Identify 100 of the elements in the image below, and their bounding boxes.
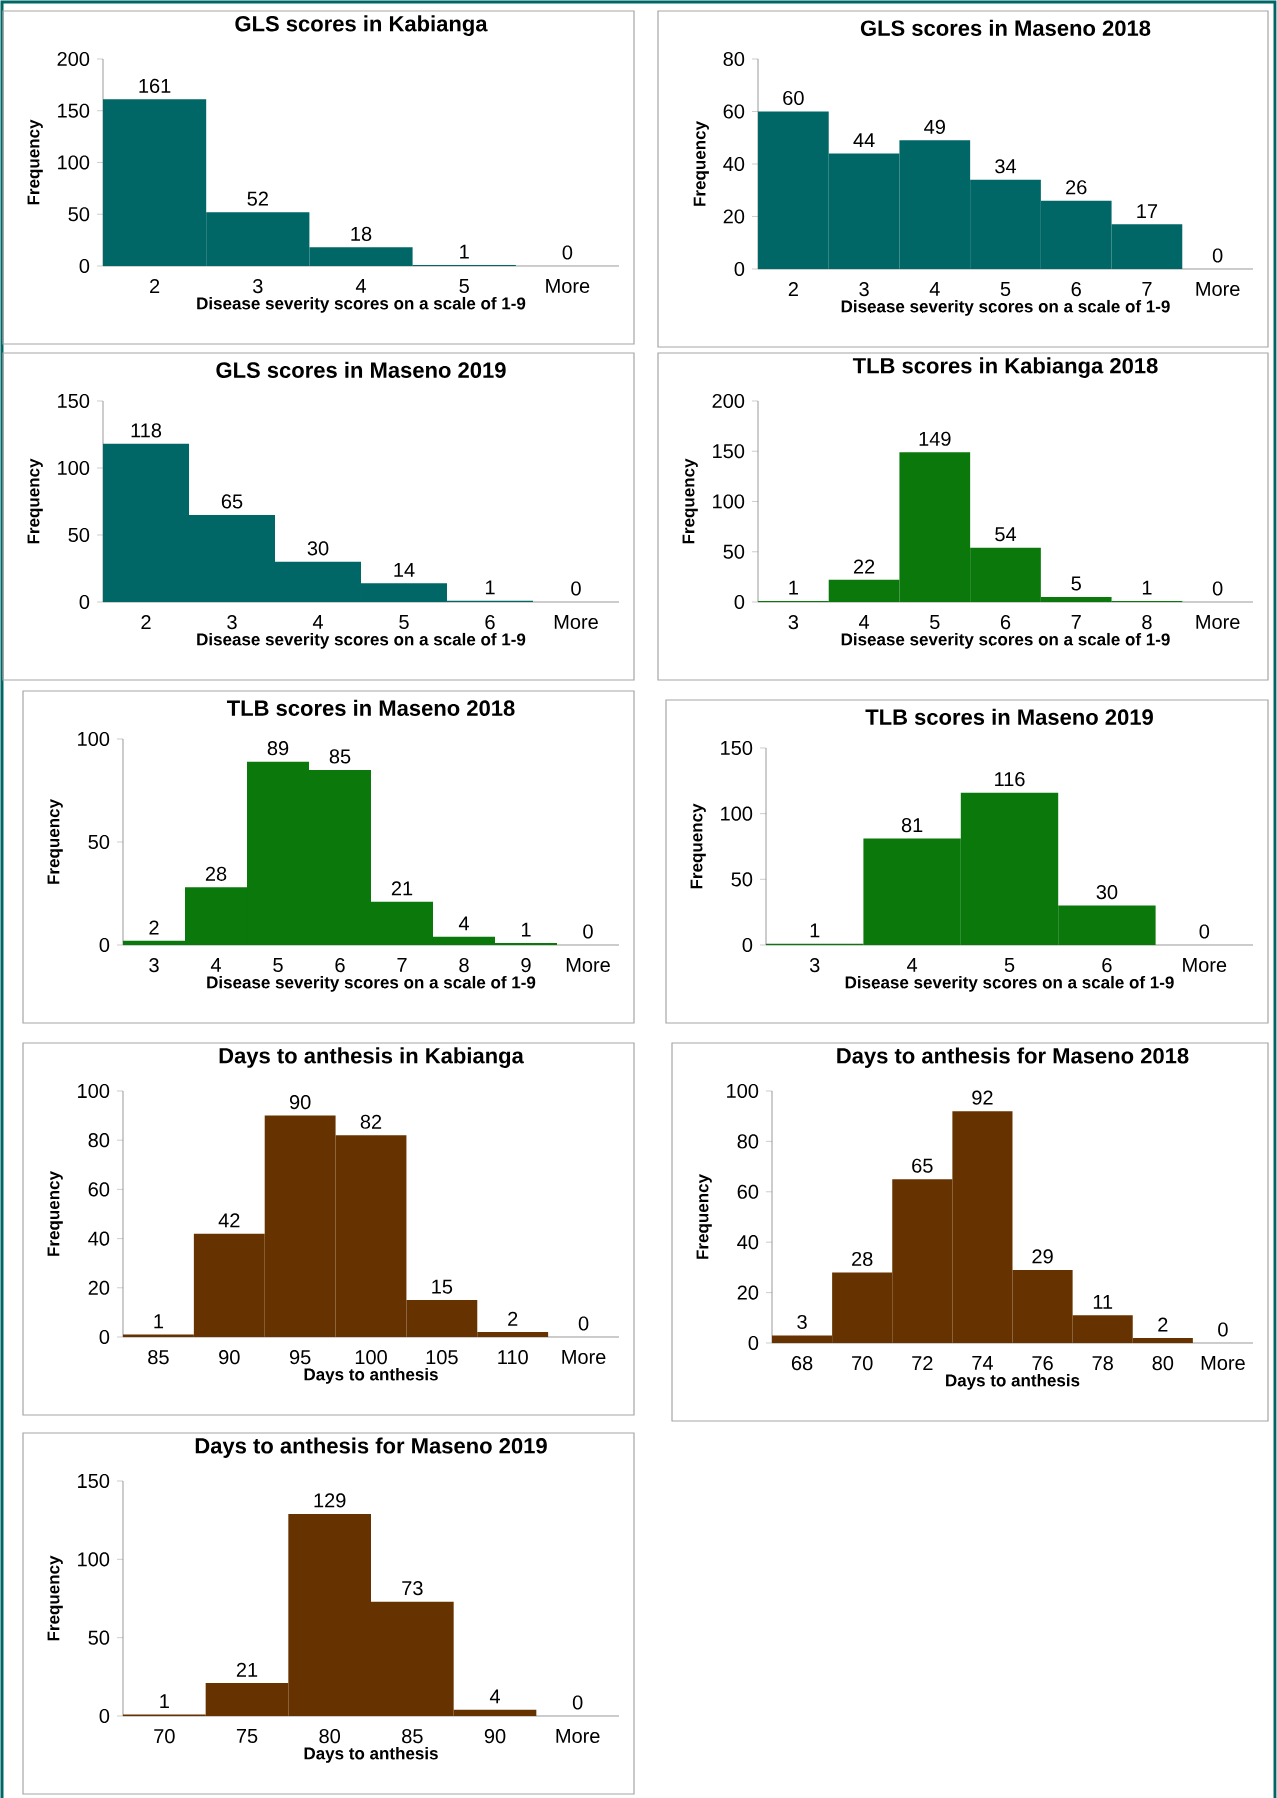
data-label: 3 bbox=[797, 1314, 807, 1330]
x-tick-label: 95 bbox=[289, 1350, 311, 1365]
data-label: 149 bbox=[919, 431, 951, 446]
y-tick-label: 80 bbox=[723, 51, 745, 67]
y-axis-title: Frequency bbox=[47, 1555, 63, 1641]
x-tick-label: 4 bbox=[907, 958, 918, 972]
data-label: 65 bbox=[912, 1158, 933, 1173]
chart-title: GLS scores in Kabianga bbox=[235, 15, 488, 36]
x-tick-label: 7 bbox=[1071, 615, 1081, 629]
y-tick-label: 50 bbox=[68, 207, 90, 222]
data-label: 4 bbox=[489, 1689, 500, 1704]
chart-title: GLS scores in Maseno 2018 bbox=[860, 19, 1151, 36]
x-tick-label: 75 bbox=[236, 1729, 258, 1744]
x-tick-label: More bbox=[1196, 615, 1240, 629]
data-label: 65 bbox=[221, 494, 243, 509]
data-label: 30 bbox=[1096, 885, 1118, 900]
x-tick-label: 80 bbox=[319, 1729, 341, 1744]
data-label: 28 bbox=[852, 1251, 873, 1267]
data-label: 2 bbox=[508, 1311, 518, 1326]
y-tick-label: 50 bbox=[723, 544, 745, 559]
y-tick-label: 60 bbox=[88, 1182, 110, 1197]
data-label: 2 bbox=[149, 920, 159, 935]
data-label: 1 bbox=[789, 580, 798, 595]
y-tick-label: 60 bbox=[723, 104, 745, 119]
data-label: 0 bbox=[1218, 1322, 1228, 1337]
y-tick-label: 200 bbox=[712, 393, 745, 409]
data-label: 21 bbox=[236, 1662, 258, 1677]
x-axis-title: Days to anthesis bbox=[304, 1367, 438, 1384]
data-label: 42 bbox=[218, 1213, 240, 1228]
y-tick-label: 100 bbox=[58, 155, 90, 170]
x-tick-label: 3 bbox=[149, 958, 159, 973]
y-axis-title: Frequency bbox=[696, 1174, 712, 1259]
x-tick-label: 5 bbox=[399, 615, 409, 629]
x-axis-title: Disease severity scores on a scale of 1-9 bbox=[197, 296, 526, 313]
x-tick-label: More bbox=[1201, 1356, 1245, 1370]
x-tick-label: 6 bbox=[1071, 282, 1081, 297]
y-tick-label: 50 bbox=[68, 527, 90, 543]
y-tick-label: 40 bbox=[723, 156, 745, 172]
x-tick-label: 6 bbox=[1000, 615, 1011, 630]
y-tick-label: 0 bbox=[748, 1335, 759, 1351]
data-label: 1 bbox=[160, 1694, 169, 1709]
y-axis-title: Frequency bbox=[47, 1171, 63, 1256]
data-label: 0 bbox=[578, 1316, 589, 1331]
data-label: 0 bbox=[562, 245, 573, 260]
data-label: 14 bbox=[394, 563, 415, 577]
x-tick-label: More bbox=[566, 958, 610, 972]
x-tick-label: 80 bbox=[1152, 1356, 1174, 1371]
data-label: 18 bbox=[351, 226, 372, 241]
x-tick-label: 3 bbox=[227, 615, 237, 630]
x-axis-title: Disease severity scores on a scale of 1-9 bbox=[197, 632, 526, 649]
x-tick-label: 72 bbox=[912, 1356, 933, 1371]
x-tick-label: 70 bbox=[852, 1356, 873, 1371]
data-label: 29 bbox=[1032, 1249, 1053, 1264]
data-label: 161 bbox=[139, 78, 171, 93]
y-tick-label: 0 bbox=[99, 1329, 110, 1345]
data-label: 1 bbox=[810, 923, 820, 938]
x-tick-label: More bbox=[1196, 282, 1240, 296]
x-tick-label: 6 bbox=[1102, 958, 1112, 973]
y-axis-title: Frequency bbox=[693, 121, 709, 206]
x-tick-label: More bbox=[556, 1729, 600, 1744]
y-tick-label: 100 bbox=[78, 731, 110, 747]
x-tick-label: More bbox=[562, 1350, 606, 1365]
y-tick-label: 150 bbox=[713, 444, 745, 459]
x-tick-label: 3 bbox=[809, 958, 820, 973]
x-tick-label: 6 bbox=[485, 615, 495, 630]
x-tick-label: 4 bbox=[355, 279, 366, 293]
chart-title: Days to anthesis in Kabianga bbox=[219, 1047, 524, 1068]
y-tick-label: 0 bbox=[742, 937, 753, 953]
y-tick-label: 0 bbox=[734, 594, 745, 610]
x-tick-label: 4 bbox=[929, 282, 940, 296]
y-axis-title: Frequency bbox=[690, 803, 706, 889]
data-label: 0 bbox=[572, 1695, 583, 1710]
x-tick-label: 3 bbox=[859, 282, 869, 297]
data-label: 4 bbox=[458, 916, 469, 931]
data-label: 73 bbox=[402, 1581, 423, 1596]
y-tick-label: 0 bbox=[734, 261, 745, 277]
x-axis-title: Disease severity scores on a scale of 1-9 bbox=[845, 975, 1174, 992]
data-label: 2 bbox=[1158, 1317, 1168, 1332]
chart-title: TLB scores in Maseno 2018 bbox=[226, 699, 515, 716]
x-tick-label: 8 bbox=[1142, 615, 1152, 630]
chart-title: GLS scores in Maseno 2019 bbox=[216, 361, 506, 378]
y-tick-label: 0 bbox=[79, 258, 90, 274]
chart-title: Days to anthesis for Maseno 2019 bbox=[195, 1437, 547, 1458]
y-tick-label: 40 bbox=[737, 1235, 759, 1250]
data-label: 1 bbox=[1142, 580, 1152, 595]
y-tick-label: 20 bbox=[737, 1285, 759, 1300]
y-tick-label: 50 bbox=[731, 872, 753, 887]
data-label: 129 bbox=[314, 1493, 346, 1508]
x-tick-label: 3 bbox=[252, 279, 263, 294]
data-label: 34 bbox=[995, 159, 1017, 174]
x-axis-title: Disease severity scores on a scale of 1-9 bbox=[841, 299, 1170, 316]
data-label: 85 bbox=[329, 749, 351, 764]
x-tick-label: 90 bbox=[219, 1350, 240, 1365]
x-tick-label: 7 bbox=[397, 958, 407, 972]
x-tick-label: 2 bbox=[150, 279, 160, 294]
x-tick-label: 5 bbox=[273, 958, 283, 972]
x-tick-label: 4 bbox=[858, 615, 870, 629]
data-label: 26 bbox=[1066, 180, 1087, 195]
x-tick-label: 100 bbox=[355, 1350, 387, 1365]
data-label: 28 bbox=[205, 866, 227, 881]
